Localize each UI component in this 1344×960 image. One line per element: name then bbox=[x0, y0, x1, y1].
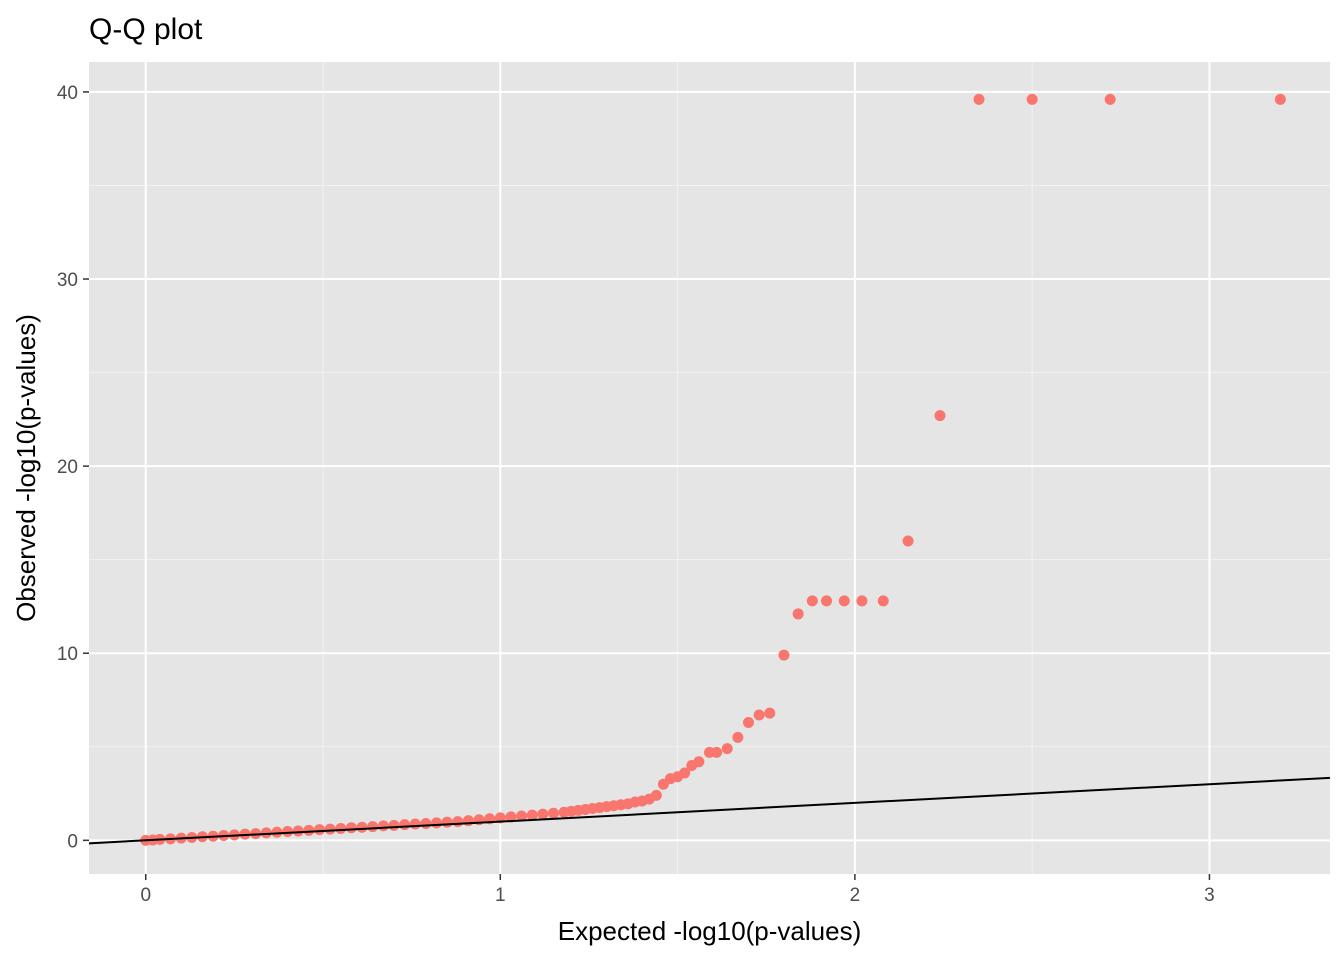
data-point bbox=[902, 535, 914, 547]
data-point bbox=[1104, 93, 1116, 105]
data-point bbox=[420, 817, 432, 829]
y-tick-label: 40 bbox=[57, 83, 78, 104]
data-point bbox=[732, 731, 744, 743]
data-point bbox=[558, 806, 570, 818]
x-tick-label: 3 bbox=[1204, 885, 1215, 906]
data-point bbox=[838, 595, 850, 607]
reference-line bbox=[88, 776, 1331, 845]
data-point bbox=[356, 821, 368, 833]
data-point bbox=[547, 807, 559, 819]
data-point bbox=[324, 823, 336, 835]
data-point bbox=[505, 811, 517, 823]
data-point bbox=[537, 808, 549, 820]
data-point bbox=[526, 809, 538, 821]
data-point bbox=[721, 743, 733, 755]
data-point bbox=[313, 824, 325, 836]
data-point bbox=[1274, 93, 1286, 105]
data-point bbox=[345, 822, 357, 834]
data-point bbox=[806, 595, 818, 607]
x-axis-label: Expected -log10(p-values) bbox=[558, 916, 862, 946]
plot-panel bbox=[89, 62, 1330, 874]
data-point bbox=[409, 818, 421, 830]
y-axis-label: Observed -log10(p-values) bbox=[11, 314, 41, 622]
x-tick-label: 1 bbox=[495, 885, 506, 906]
data-point bbox=[271, 826, 283, 838]
data-point bbox=[452, 816, 464, 828]
y-tick-label: 30 bbox=[57, 270, 78, 291]
data-point bbox=[377, 820, 389, 832]
data-point bbox=[388, 819, 400, 831]
data-point bbox=[1026, 93, 1038, 105]
data-point bbox=[399, 819, 411, 831]
data-point bbox=[657, 778, 669, 790]
x-tick-label: 0 bbox=[140, 885, 151, 906]
data-point bbox=[292, 825, 304, 837]
data-point bbox=[282, 826, 294, 838]
x-tick-label: 2 bbox=[850, 885, 861, 906]
data-point bbox=[430, 817, 442, 829]
data-point bbox=[877, 595, 889, 607]
data-point bbox=[367, 821, 379, 833]
data-point bbox=[973, 93, 985, 105]
data-point bbox=[934, 410, 946, 422]
data-point bbox=[778, 649, 790, 661]
y-tick-label: 10 bbox=[57, 644, 78, 665]
data-point bbox=[303, 824, 315, 836]
data-point bbox=[753, 709, 765, 721]
data-point bbox=[441, 816, 453, 828]
y-axis-ticks: 0 10 20 30 40 bbox=[57, 83, 89, 852]
x-axis-ticks: 0 1 2 3 bbox=[140, 874, 1215, 906]
data-point bbox=[704, 746, 715, 758]
data-point bbox=[856, 595, 868, 607]
y-tick-label: 0 bbox=[67, 831, 78, 852]
data-point bbox=[260, 827, 272, 839]
data-point bbox=[686, 759, 698, 771]
data-point bbox=[335, 823, 347, 835]
grid-major bbox=[89, 62, 1330, 874]
grid-minor bbox=[89, 62, 1330, 874]
data-point bbox=[792, 608, 804, 620]
data-point bbox=[821, 595, 833, 607]
data-point bbox=[516, 810, 528, 822]
data-point bbox=[462, 815, 474, 827]
y-tick-label: 20 bbox=[57, 457, 78, 478]
data-point bbox=[743, 716, 755, 728]
chart-title: Q-Q plot bbox=[89, 13, 203, 46]
data-point bbox=[764, 707, 776, 719]
